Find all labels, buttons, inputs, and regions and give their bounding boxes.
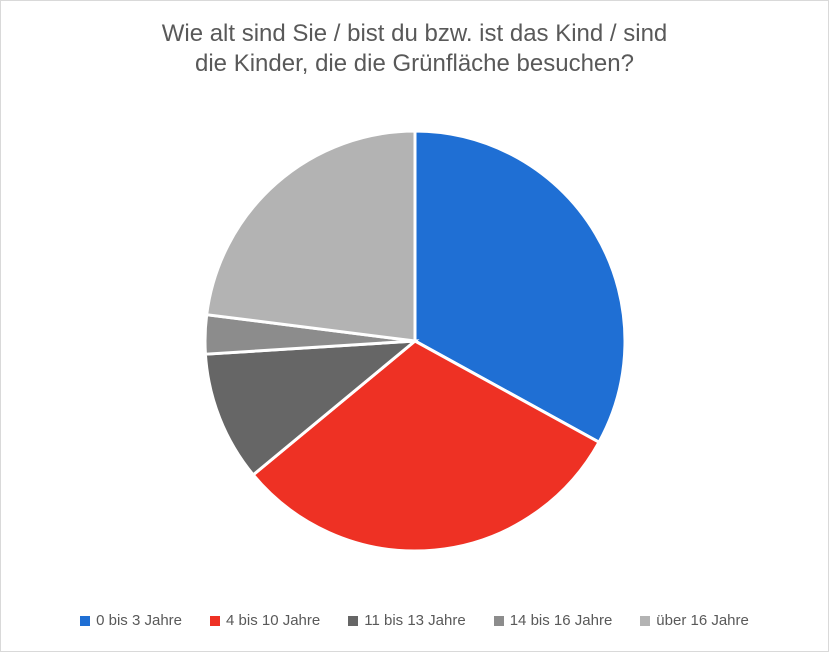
chart-title-line2: die Kinder, die die Grünfläche besuchen? bbox=[41, 49, 788, 79]
legend-label: 4 bis 10 Jahre bbox=[226, 612, 320, 629]
legend-item: über 16 Jahre bbox=[640, 612, 749, 629]
legend-item: 14 bis 16 Jahre bbox=[494, 612, 613, 629]
legend: 0 bis 3 Jahre 4 bis 10 Jahre 11 bis 13 Jah… bbox=[1, 602, 828, 651]
legend-label: 14 bis 16 Jahre bbox=[510, 612, 613, 629]
legend-item: 11 bis 13 Jahre bbox=[348, 612, 465, 629]
chart-title-line1: Wie alt sind Sie / bist du bzw. ist das … bbox=[41, 19, 788, 49]
legend-swatch-icon bbox=[640, 616, 650, 626]
legend-item: 4 bis 10 Jahre bbox=[210, 612, 320, 629]
legend-label: 0 bis 3 Jahre bbox=[96, 612, 182, 629]
legend-swatch-icon bbox=[80, 616, 90, 626]
legend-swatch-icon bbox=[494, 616, 504, 626]
pie-chart bbox=[195, 121, 635, 561]
legend-swatch-icon bbox=[210, 616, 220, 626]
chart-card: Wie alt sind Sie / bist du bzw. ist das … bbox=[0, 0, 829, 652]
pie-plot-area bbox=[1, 79, 828, 602]
legend-swatch-icon bbox=[348, 616, 358, 626]
legend-label: über 16 Jahre bbox=[656, 612, 749, 629]
pie-slice bbox=[206, 131, 414, 341]
chart-title: Wie alt sind Sie / bist du bzw. ist das … bbox=[1, 1, 828, 79]
legend-item: 0 bis 3 Jahre bbox=[80, 612, 182, 629]
legend-label: 11 bis 13 Jahre bbox=[364, 612, 465, 629]
